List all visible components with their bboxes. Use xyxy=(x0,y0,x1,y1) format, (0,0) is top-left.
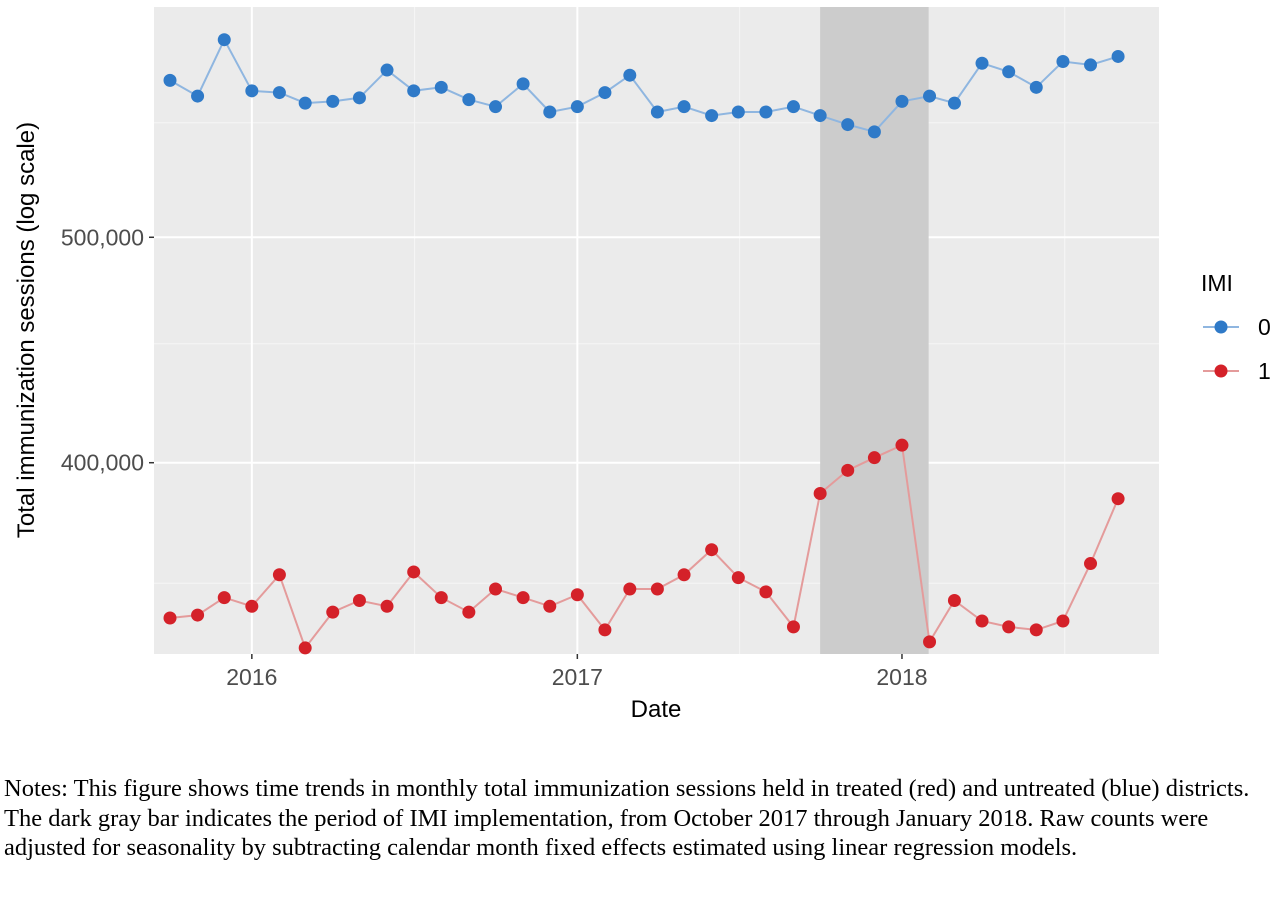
legend-key-point xyxy=(1214,364,1228,378)
series-0-point xyxy=(1084,58,1098,72)
figure-notes: Notes: This figure shows time trends in … xyxy=(4,775,1250,861)
y-tick-label: 400,000 xyxy=(61,450,144,476)
series-1-point xyxy=(245,599,259,613)
series-1-point xyxy=(489,582,503,596)
series-0-point xyxy=(1056,55,1070,69)
series-0-point xyxy=(923,89,937,103)
series-1-point xyxy=(813,486,827,500)
series-0-point xyxy=(786,100,800,114)
series-1-point xyxy=(759,585,773,599)
series-1-point xyxy=(516,591,530,605)
series-0-point xyxy=(516,77,530,91)
series-1-point xyxy=(841,463,855,477)
series-0-point xyxy=(543,105,557,119)
series-0-point xyxy=(841,118,855,132)
series-0-point xyxy=(1002,65,1016,79)
series-0-point xyxy=(813,109,827,123)
series-1-point xyxy=(326,605,340,619)
series-0-point xyxy=(731,105,745,119)
series-0-point xyxy=(598,86,612,100)
series-1-point xyxy=(650,582,664,596)
series-1-point xyxy=(570,588,584,602)
legend-title: IMI xyxy=(1201,270,1233,296)
series-0-point xyxy=(570,100,584,114)
series-0-point xyxy=(163,73,177,87)
series-0-point xyxy=(298,96,312,110)
series-0-point xyxy=(245,84,259,98)
series-0-point xyxy=(623,68,637,82)
series-1-point xyxy=(163,611,177,625)
chart: 500,000 400,000 2016 2017 2018 Date Total i… xyxy=(13,7,1271,723)
series-0-point xyxy=(650,105,664,119)
y-tick-label: 500,000 xyxy=(61,224,144,250)
series-1-point xyxy=(895,438,909,452)
series-1-point xyxy=(352,594,366,608)
series-0-point xyxy=(1111,49,1125,63)
series-1-point xyxy=(462,605,476,619)
series-1-point xyxy=(1029,623,1043,637)
legend-label-0: 0 xyxy=(1258,314,1271,340)
legend-key-point xyxy=(1214,320,1228,334)
series-1-point xyxy=(867,451,881,465)
series-0-point xyxy=(462,93,476,107)
series-0-point xyxy=(380,63,394,77)
series-1-point xyxy=(380,599,394,613)
series-1-point xyxy=(217,591,231,605)
x-tick-label: 2016 xyxy=(226,664,277,690)
series-1-point xyxy=(1002,620,1016,634)
series-1-point xyxy=(923,635,937,649)
series-layer xyxy=(163,33,1125,655)
series-1-point xyxy=(407,565,421,579)
series-1-point xyxy=(1111,492,1125,506)
series-0-point xyxy=(895,94,909,108)
series-1-point xyxy=(677,568,691,582)
series-1-point xyxy=(705,543,719,557)
series-0-point xyxy=(759,105,773,119)
series-0-point xyxy=(947,96,961,110)
series-1-point xyxy=(1056,614,1070,628)
imi-period-shading xyxy=(820,7,929,654)
series-1-point xyxy=(731,571,745,585)
series-1-point xyxy=(298,641,312,655)
series-0-point xyxy=(1029,80,1043,94)
series-0-point xyxy=(975,56,989,70)
series-1-point xyxy=(272,568,286,582)
series-0-point xyxy=(407,84,421,98)
series-1-point xyxy=(786,620,800,634)
series-1-point xyxy=(434,591,448,605)
legend: IMI 0 1 xyxy=(1201,270,1271,384)
series-0-point xyxy=(489,100,503,114)
series-1-point xyxy=(1084,557,1098,571)
legend-label-1: 1 xyxy=(1258,358,1271,384)
y-axis-title: Total immunization sessions (log scale) xyxy=(13,122,40,538)
series-1-point xyxy=(191,608,205,622)
series-0-point xyxy=(867,125,881,139)
series-0-point xyxy=(705,109,719,123)
x-axis-title: Date xyxy=(631,696,682,723)
series-1-point xyxy=(623,582,637,596)
series-1-point xyxy=(598,623,612,637)
y-axis: 500,000 400,000 xyxy=(61,224,154,476)
series-0-point xyxy=(352,91,366,105)
series-0-point xyxy=(217,33,231,47)
series-0-point xyxy=(677,100,691,114)
series-0-point xyxy=(434,80,448,94)
series-1 xyxy=(163,438,1125,655)
x-tick-label: 2017 xyxy=(552,664,603,690)
series-1-point xyxy=(975,614,989,628)
series-0-point xyxy=(191,89,205,103)
x-axis: 2016 2017 2018 xyxy=(226,654,928,690)
series-0-point xyxy=(326,94,340,108)
series-0 xyxy=(163,33,1125,139)
series-0-point xyxy=(272,86,286,100)
x-tick-label: 2018 xyxy=(876,664,927,690)
series-1-point xyxy=(543,599,557,613)
series-1-point xyxy=(947,594,961,608)
